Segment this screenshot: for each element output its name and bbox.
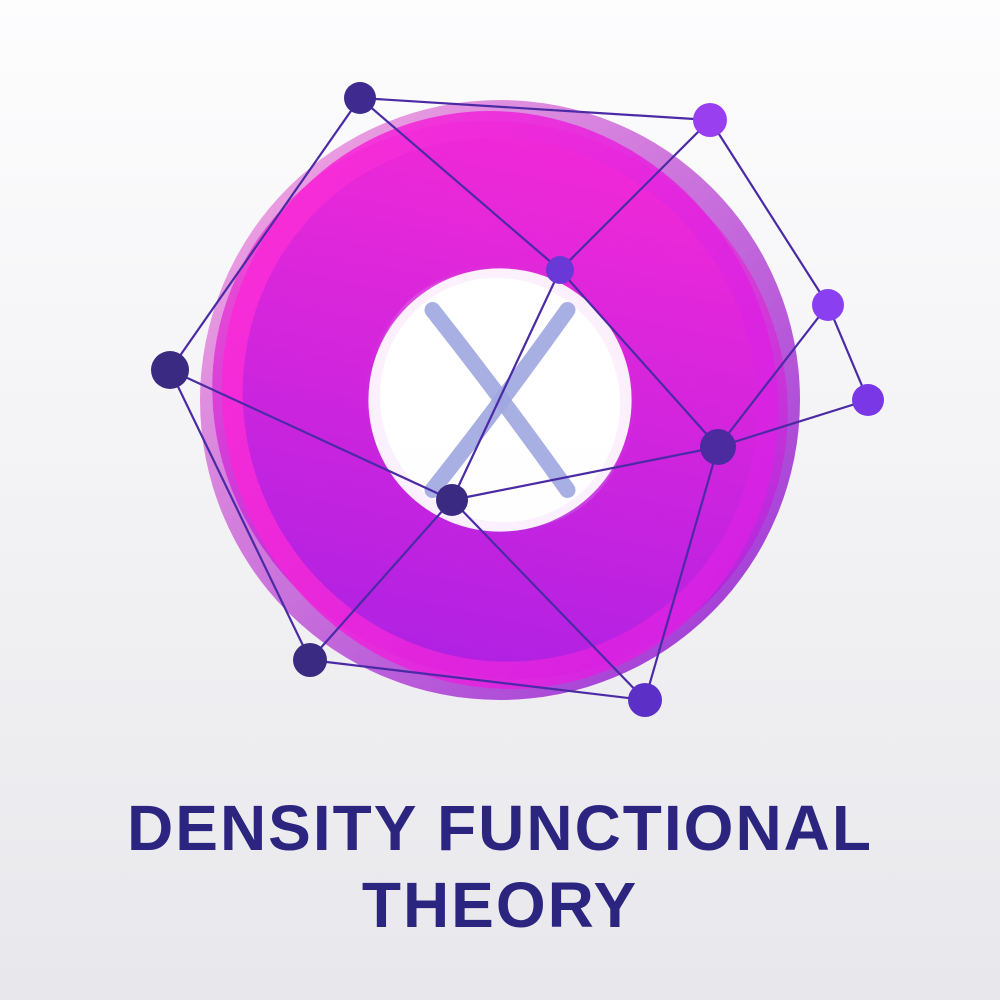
network-node [628, 683, 662, 717]
network-node [546, 256, 574, 284]
network-node [812, 289, 844, 321]
logo-infographic: DENSITY FUNCTIONAL THEORY [0, 0, 1000, 1000]
network-node [693, 103, 727, 137]
network-node [293, 643, 327, 677]
title-line-1: DENSITY FUNCTIONAL [0, 790, 1000, 867]
network-node [700, 429, 736, 465]
network-node [344, 82, 376, 114]
network-node [436, 484, 468, 516]
title-line-2: THEORY [0, 867, 1000, 944]
title-text: DENSITY FUNCTIONAL THEORY [0, 790, 1000, 944]
network-node [852, 384, 884, 416]
network-node [151, 351, 189, 389]
